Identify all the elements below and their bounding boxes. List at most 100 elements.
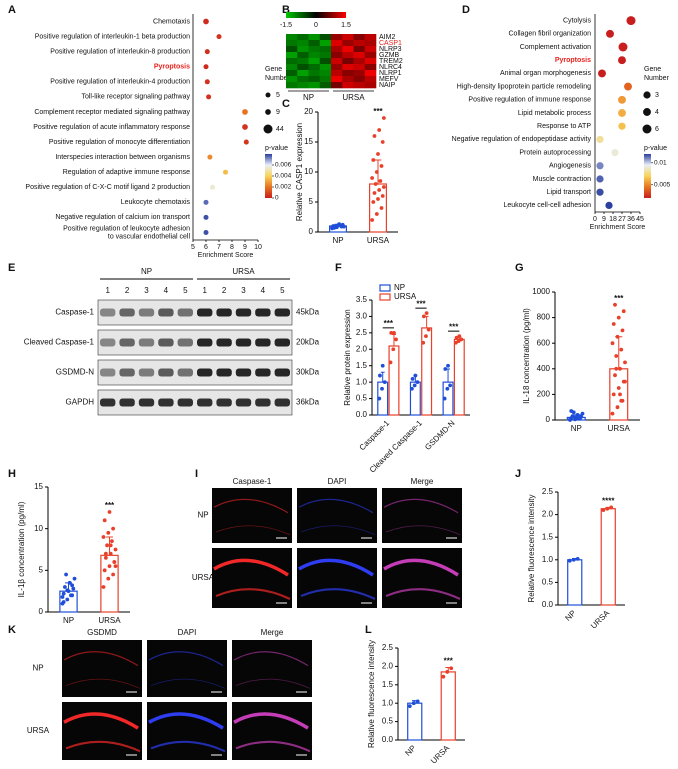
group-label: NP: [141, 267, 152, 276]
data-point: [373, 182, 378, 186]
heatmap-cell: [297, 76, 309, 83]
gene-label: NLRP1: [379, 70, 402, 77]
legend-swatch: [379, 293, 391, 301]
term-label: Animal organ morphogenesis: [500, 70, 592, 77]
colorbar: [265, 154, 272, 198]
y-tick-label: 20: [304, 107, 313, 116]
heatmap-cell: [297, 64, 309, 71]
colorbar-label: 0.005: [654, 182, 671, 189]
dot: [203, 18, 209, 25]
legend-label: 3: [655, 92, 659, 99]
heatmap-cell: [342, 40, 354, 47]
panel-letter: A: [8, 4, 16, 16]
x-tick-label: NP: [403, 744, 417, 758]
tissue-signal: [150, 740, 226, 753]
data-point: [448, 383, 452, 388]
heatmap-cell: [364, 52, 377, 59]
data-point: [374, 212, 379, 216]
panel-letter: F: [335, 262, 342, 274]
error-bar: [446, 368, 450, 383]
data-point: [374, 170, 379, 174]
data-point: [389, 330, 394, 335]
micrograph: [232, 702, 312, 760]
heatmap-cell: [353, 46, 366, 53]
blot-band: [197, 368, 213, 377]
data-point: [614, 354, 619, 358]
x-axis-label: Enrichment Score: [198, 252, 254, 259]
term-label: Complement activation: [520, 44, 591, 51]
heatmap-cell: [353, 52, 366, 59]
row-label: Caspase-1: [55, 308, 94, 317]
legend-label: 9: [276, 109, 280, 116]
colorbar-label: 0.004: [275, 173, 292, 180]
heatmap-cell: [297, 34, 309, 41]
data-point: [72, 576, 77, 581]
term-label: Positive regulation of acute inflammator…: [33, 124, 190, 131]
y-tick-label: 5: [309, 197, 314, 206]
heatmap-cell: [342, 34, 354, 41]
data-point: [341, 224, 346, 229]
term-label: Pyroptosis: [555, 57, 591, 64]
significance: ***: [373, 107, 383, 116]
data-point: [70, 583, 75, 588]
data-point: [380, 386, 384, 391]
heatmap-cell: [286, 34, 298, 41]
dot: [618, 122, 626, 130]
heatmap-cell: [286, 82, 298, 89]
heatmap-cell: [297, 40, 309, 47]
x-tick-label: NP: [63, 616, 74, 625]
data-point: [410, 376, 415, 381]
error-bar: [424, 315, 429, 328]
term-label: High-density lipoprotein particle remode…: [457, 83, 591, 90]
tissue-signal: [233, 712, 309, 730]
tissue-signal: [235, 678, 311, 689]
bar: [440, 671, 456, 741]
term-label: Angiogenesis: [549, 163, 592, 170]
colorbar-label: 0.01: [654, 160, 667, 167]
term-label: Leukocyte cell-cell adhesion: [503, 202, 591, 209]
legend-title: Number: [644, 75, 670, 82]
heatmap-cell: [308, 34, 321, 41]
data-point: [449, 666, 454, 671]
data-point: [443, 367, 448, 371]
heatmap-cell: [331, 58, 343, 65]
data-point: [379, 206, 384, 210]
y-tick-label: 0.5: [382, 717, 394, 726]
tissue-signal: [150, 678, 226, 689]
x-tick-label: Caspase-1: [358, 418, 392, 452]
micrograph: [297, 488, 377, 543]
dot: [242, 109, 248, 115]
heatmap-cell: [319, 82, 332, 89]
dot: [206, 94, 212, 100]
y-tick-label: 1.0: [542, 555, 554, 564]
gene-label: NLRP3: [379, 46, 402, 53]
colorbar-label: 0.006: [275, 162, 292, 169]
data-point: [102, 518, 107, 523]
blot-band: [235, 398, 252, 407]
data-point: [613, 302, 617, 307]
significance: ***: [416, 299, 426, 308]
lane-label: 2: [222, 286, 227, 295]
data-point: [573, 415, 577, 420]
data-point: [611, 392, 616, 397]
significance: ***: [444, 657, 454, 666]
heatmap-cell: [308, 64, 321, 71]
term-label: Positive regulation of interleukin-8 pro…: [50, 49, 190, 56]
panel-letter: E: [8, 262, 15, 274]
blot-band: [158, 398, 174, 407]
blot-band: [138, 368, 155, 377]
data-point: [407, 704, 412, 709]
heatmap-cell: [364, 82, 377, 89]
y-tick-label: 2.0: [542, 510, 554, 519]
row-label: NP: [197, 511, 208, 520]
term-label: Negative regulation of endopeptidase act…: [452, 136, 592, 143]
gene-label: NAIP: [379, 82, 396, 89]
heatmap-cell: [331, 34, 343, 41]
y-tick-label: 2.0: [356, 344, 368, 353]
bar: [100, 554, 119, 613]
term-label: Positive regulation of interleukin-1 bet…: [35, 33, 190, 40]
x-tick-label: 0: [593, 216, 597, 223]
y-axis-label: Relative protein expression: [343, 309, 352, 406]
heatmap-cell: [319, 34, 332, 41]
legend-label: 5: [276, 92, 280, 99]
